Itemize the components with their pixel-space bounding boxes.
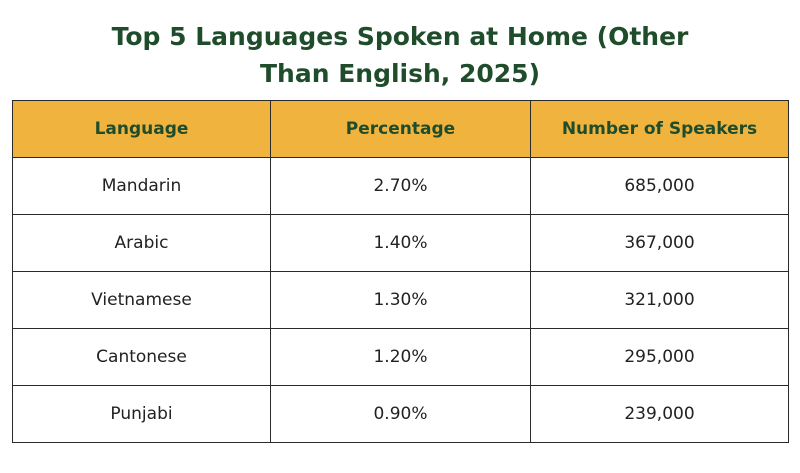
header-cell: Number of Speakers	[530, 100, 789, 158]
table-cell: 295,000	[530, 328, 789, 386]
header-cell: Percentage	[270, 100, 531, 158]
table-cell: 367,000	[530, 214, 789, 272]
table-cell: 685,000	[530, 157, 789, 215]
table-cell: Cantonese	[12, 328, 271, 386]
table-cell: 1.40%	[270, 214, 531, 272]
table-cell: Vietnamese	[12, 271, 271, 329]
table-row: Punjabi 0.90% 239,000	[12, 385, 789, 443]
table-body: Mandarin 2.70% 685,000 Arabic 1.40% 367,000 Vi…	[12, 157, 789, 443]
table-cell: Arabic	[12, 214, 271, 272]
table-cell: Mandarin	[12, 157, 271, 215]
table-cell: 0.90%	[270, 385, 531, 443]
table-cell: 1.30%	[270, 271, 531, 329]
table-row: Vietnamese 1.30% 321,000	[12, 271, 789, 329]
header-cell: Language	[12, 100, 271, 158]
table-row: Arabic 1.40% 367,000	[12, 214, 789, 272]
table-row: Cantonese 1.20% 295,000	[12, 328, 789, 386]
table-cell: Punjabi	[12, 385, 271, 443]
table-row: Mandarin 2.70% 685,000	[12, 157, 789, 215]
table-cell: 1.20%	[270, 328, 531, 386]
table-cell: 2.70%	[270, 157, 531, 215]
languages-table: Language Percentage Number of Speakers Man…	[12, 100, 789, 443]
table-cell: 239,000	[530, 385, 789, 443]
header-row: Language Percentage Number of Speakers	[12, 100, 789, 158]
table-cell: 321,000	[530, 271, 789, 329]
title: Top 5 Languages Spoken at Home (Other Th…	[111, 22, 689, 88]
